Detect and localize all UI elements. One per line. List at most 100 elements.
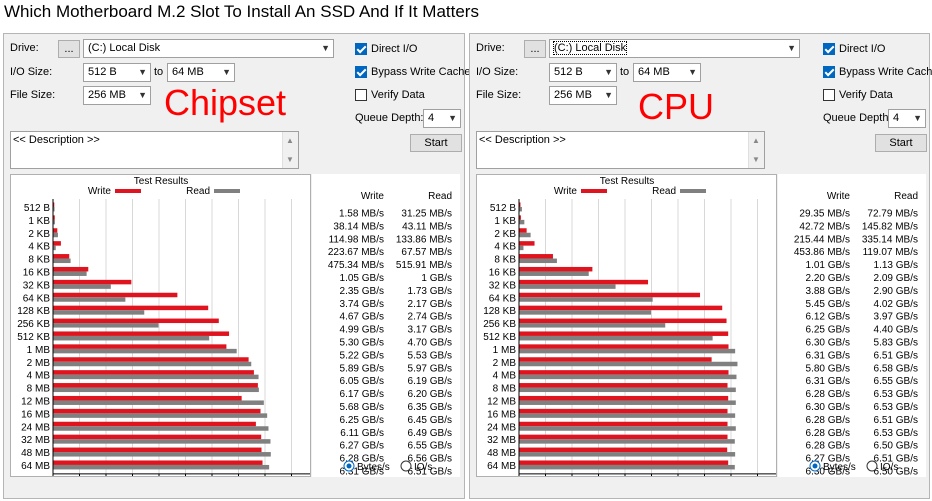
read-bar bbox=[519, 297, 653, 302]
start-button[interactable]: Start bbox=[875, 134, 927, 152]
write-value-label: 5.30 GB/s bbox=[340, 337, 384, 348]
read-bar bbox=[519, 452, 736, 457]
read-bar bbox=[519, 335, 713, 341]
io-size-label: I/O Size: bbox=[10, 66, 53, 78]
scroll-up-icon: ▲ bbox=[286, 136, 294, 145]
direct-io-checkbox[interactable] bbox=[355, 43, 367, 55]
y-tick-label: 32 KB bbox=[23, 280, 51, 291]
read-bar bbox=[519, 387, 736, 393]
legend-read-swatch bbox=[680, 189, 706, 193]
y-tick-label: 8 KB bbox=[494, 255, 516, 266]
io-size-to-select[interactable]: 64 MB ▼ bbox=[633, 63, 701, 82]
scroll-down-icon: ▼ bbox=[752, 155, 760, 164]
description-box[interactable]: << Description >> ▲ ▼ bbox=[10, 131, 299, 169]
read-value-label: 119.07 MB/s bbox=[863, 247, 918, 258]
io-size-from-select[interactable]: 512 B ▼ bbox=[549, 63, 617, 82]
y-tick-label: 8 MB bbox=[27, 384, 51, 395]
read-bar bbox=[53, 232, 58, 238]
write-value-label: 5.45 GB/s bbox=[806, 299, 850, 310]
legend-read-swatch bbox=[214, 189, 240, 193]
write-bar bbox=[519, 331, 729, 336]
read-value-label: 6.51 GB/s bbox=[874, 454, 918, 465]
read-value-label: 6.50 GB/s bbox=[874, 441, 918, 452]
queue-depth-value: 4 bbox=[893, 112, 900, 124]
file-size-select[interactable]: 256 MB ▼ bbox=[83, 86, 151, 105]
chevron-down-icon: ▼ bbox=[448, 113, 457, 123]
read-value-label: 6.55 GB/s bbox=[408, 441, 452, 452]
read-bar bbox=[53, 387, 259, 393]
read-bar bbox=[53, 400, 264, 405]
cpu-annotation: CPU bbox=[638, 86, 715, 127]
verify-data-checkbox[interactable] bbox=[823, 89, 835, 101]
read-value-label: 1 GB/s bbox=[421, 273, 452, 284]
read-bar bbox=[519, 400, 736, 405]
direct-io-checkbox[interactable] bbox=[823, 43, 835, 55]
read-value-label: 31.25 MB/s bbox=[401, 208, 452, 219]
results-chart-area: Test ResultsWriteRead00.81.62.43.244.85.… bbox=[476, 174, 787, 501]
read-bar bbox=[53, 361, 252, 367]
scroll-up-icon: ▲ bbox=[752, 136, 760, 145]
queue-depth-select[interactable]: 4 ▼ bbox=[888, 109, 926, 128]
write-value-label: 6.05 GB/s bbox=[340, 376, 384, 387]
write-bar bbox=[519, 344, 729, 349]
verify-data-checkbox[interactable] bbox=[355, 89, 367, 101]
bypass-write-cache-checkbox[interactable] bbox=[823, 66, 835, 78]
bypass-write-cache-checkbox[interactable] bbox=[355, 66, 367, 78]
read-value-label: 6.45 GB/s bbox=[408, 415, 452, 426]
read-value-label: 6.20 GB/s bbox=[408, 389, 452, 400]
write-value-label: 114.98 MB/s bbox=[329, 234, 384, 245]
description-box[interactable]: << Description >> ▲ ▼ bbox=[476, 131, 765, 169]
results-chart-svg: Test ResultsWriteRead00.81.62.43.244.85.… bbox=[483, 176, 787, 501]
read-value-label: 133.86 MB/s bbox=[396, 234, 452, 245]
y-tick-label: 12 MB bbox=[21, 396, 50, 407]
read-value-label: 6.53 GB/s bbox=[874, 402, 918, 413]
read-value-label: 145.82 MB/s bbox=[862, 221, 918, 232]
read-bar bbox=[519, 439, 735, 444]
drive-select[interactable]: (C:) Local Disk ▼ bbox=[549, 39, 800, 58]
io-size-to-label: to bbox=[620, 66, 630, 78]
description-scrollbar[interactable]: ▲ ▼ bbox=[748, 132, 764, 168]
file-size-select[interactable]: 256 MB ▼ bbox=[549, 86, 617, 105]
ios-radio-label: IO/s bbox=[414, 462, 432, 473]
description-scrollbar[interactable]: ▲ ▼ bbox=[282, 132, 298, 168]
write-column-header: Write bbox=[361, 191, 385, 202]
y-tick-label: 4 MB bbox=[493, 371, 517, 382]
write-bar bbox=[53, 331, 230, 336]
drive-select[interactable]: (C:) Local Disk ▼ bbox=[83, 39, 334, 58]
write-bar bbox=[53, 305, 209, 311]
legend-read-label: Read bbox=[652, 186, 676, 197]
write-bar bbox=[53, 370, 254, 375]
benchmark-panel-cpu: Drive: ... (C:) Local Disk ▼ I/O Size: 51… bbox=[469, 33, 932, 501]
write-value-label: 6.28 GB/s bbox=[806, 389, 850, 400]
write-value-label: 5.89 GB/s bbox=[340, 363, 384, 374]
read-bar bbox=[53, 258, 71, 264]
queue-depth-select[interactable]: 4 ▼ bbox=[423, 109, 461, 128]
read-value-label: 6.53 GB/s bbox=[874, 389, 918, 400]
description-text: << Description >> bbox=[13, 134, 100, 146]
read-value-label: 6.55 GB/s bbox=[874, 376, 918, 387]
start-button[interactable]: Start bbox=[410, 134, 462, 152]
write-column-header: Write bbox=[827, 191, 851, 202]
write-bar bbox=[53, 447, 262, 453]
write-bar bbox=[53, 266, 89, 272]
write-value-label: 4.99 GB/s bbox=[340, 325, 384, 336]
io-size-to-value: 64 MB bbox=[172, 66, 204, 78]
read-value-label: 5.97 GB/s bbox=[408, 363, 452, 374]
io-size-to-label: to bbox=[154, 66, 164, 78]
read-value-label: 6.51 GB/s bbox=[874, 415, 918, 426]
io-size-from-select[interactable]: 512 B ▼ bbox=[83, 63, 151, 82]
y-tick-label: 512 KB bbox=[483, 332, 516, 343]
drive-browse-button[interactable]: ... bbox=[58, 40, 80, 58]
write-bar bbox=[519, 266, 593, 272]
y-tick-label: 24 MB bbox=[487, 422, 516, 433]
y-tick-label: 2 MB bbox=[27, 358, 51, 369]
file-size-value: 256 MB bbox=[88, 89, 126, 101]
drive-label: Drive: bbox=[476, 42, 505, 54]
write-bar bbox=[519, 408, 728, 414]
drive-browse-button[interactable]: ... bbox=[524, 40, 546, 58]
read-value-label: 6.51 GB/s bbox=[408, 466, 452, 477]
write-value-label: 29.35 MB/s bbox=[799, 208, 850, 219]
read-value-label: 6.53 GB/s bbox=[874, 428, 918, 439]
drive-label: Drive: bbox=[10, 42, 39, 54]
io-size-to-select[interactable]: 64 MB ▼ bbox=[167, 63, 235, 82]
